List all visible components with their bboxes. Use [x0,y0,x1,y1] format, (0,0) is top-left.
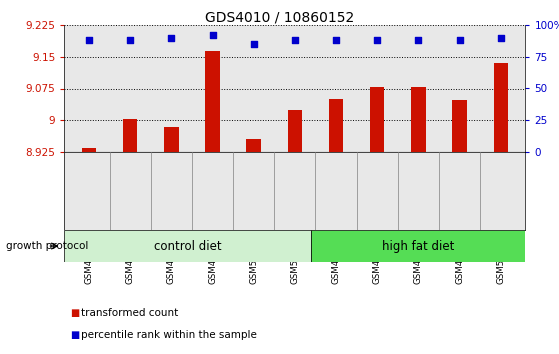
Text: ■: ■ [70,330,79,339]
Bar [411,87,425,152]
Bar [311,230,525,262]
Bar [64,230,311,262]
Bar [123,119,138,152]
Point [249,41,258,47]
Text: ■: ■ [70,308,79,318]
Text: control diet: control diet [154,240,221,252]
Point [167,35,176,40]
Bar [329,99,343,152]
Text: GDS4010 / 10860152: GDS4010 / 10860152 [205,11,354,25]
Bar [247,139,261,152]
Bar [452,100,467,152]
Point [84,37,93,43]
Point [331,37,340,43]
Point [414,37,423,43]
Text: transformed count: transformed count [81,308,178,318]
Point [373,37,382,43]
Text: growth protocol: growth protocol [6,241,88,251]
Bar [494,63,508,152]
Bar [82,148,96,152]
Text: high fat diet: high fat diet [382,240,454,252]
Point [455,37,464,43]
Point [208,32,217,38]
Point [496,35,505,40]
Bar [205,51,220,152]
Bar [288,110,302,152]
Point [290,37,299,43]
Bar [164,127,178,152]
Bar [370,87,385,152]
Point [126,37,135,43]
Text: percentile rank within the sample: percentile rank within the sample [81,330,257,339]
